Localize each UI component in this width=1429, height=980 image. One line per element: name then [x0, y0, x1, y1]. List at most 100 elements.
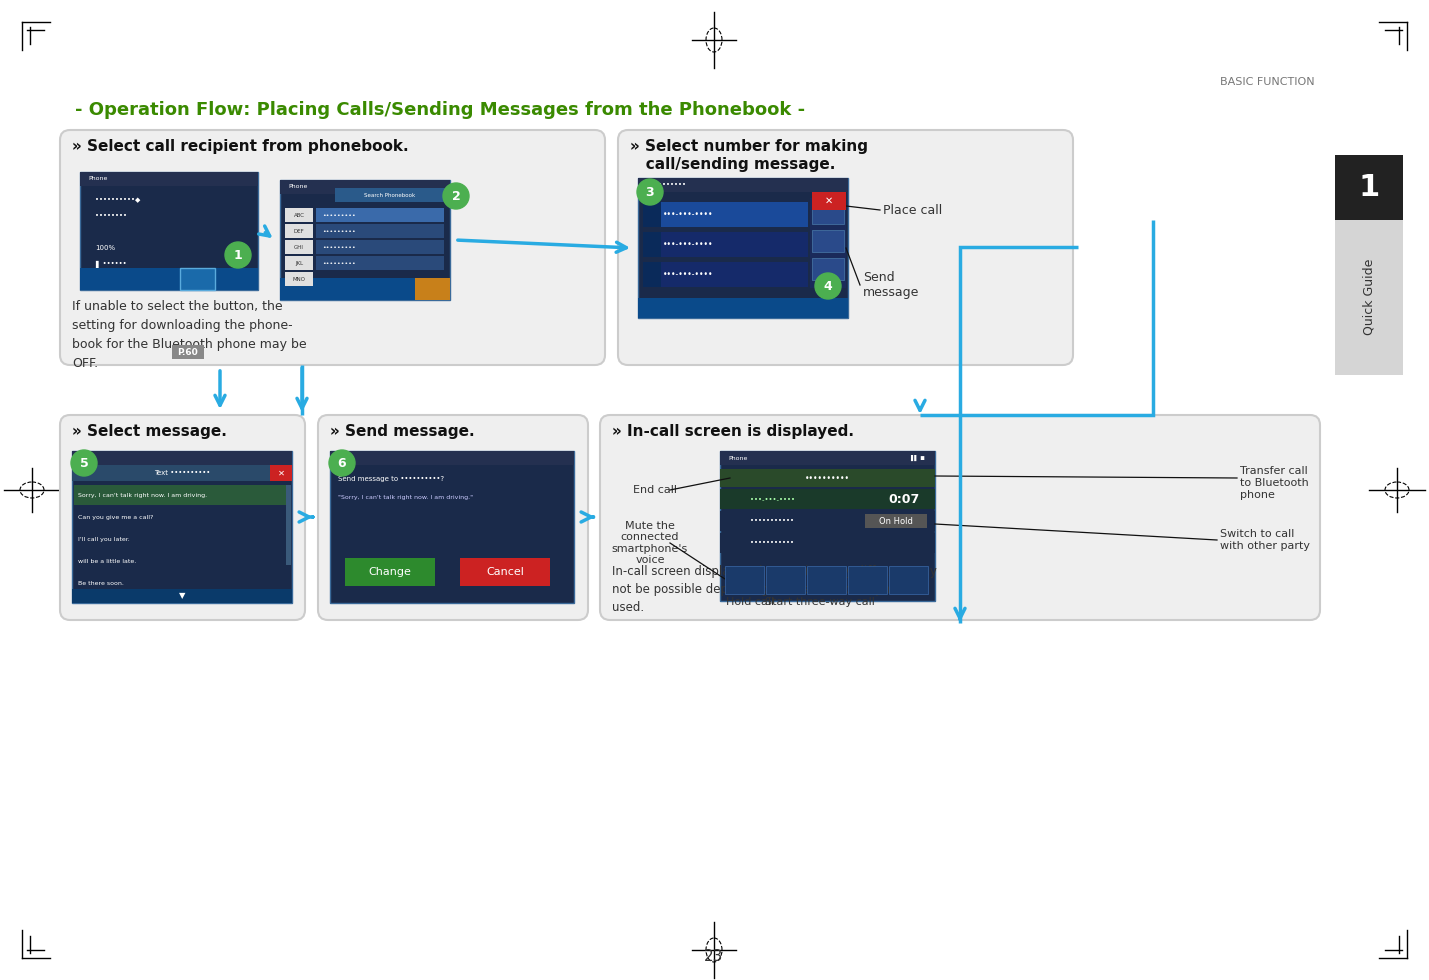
Bar: [847, 566, 887, 594]
Bar: [720, 489, 935, 509]
Bar: [414, 278, 450, 300]
Text: ✕: ✕: [277, 468, 284, 477]
FancyBboxPatch shape: [60, 415, 304, 620]
Text: Mute the
connected
smartphone's
voice: Mute the connected smartphone's voice: [612, 520, 689, 565]
Text: Phone: Phone: [289, 184, 307, 189]
Bar: [74, 551, 290, 571]
Circle shape: [443, 183, 469, 209]
Text: On Hold: On Hold: [879, 516, 913, 525]
Text: •••••••••: •••••••••: [322, 261, 356, 266]
Bar: [330, 451, 574, 465]
Bar: [284, 208, 313, 222]
Bar: [316, 256, 444, 270]
Bar: [74, 573, 290, 593]
Circle shape: [329, 450, 354, 476]
Bar: [720, 451, 935, 465]
Bar: [74, 485, 290, 505]
Bar: [284, 240, 313, 254]
FancyBboxPatch shape: [617, 130, 1073, 365]
Bar: [80, 172, 259, 186]
Text: ✕: ✕: [825, 196, 833, 206]
Bar: [74, 507, 290, 527]
Bar: [316, 224, 444, 238]
Bar: [766, 566, 805, 594]
Circle shape: [815, 273, 842, 299]
Bar: [725, 566, 765, 594]
Text: JKL: JKL: [294, 261, 303, 266]
FancyBboxPatch shape: [319, 415, 587, 620]
Bar: [460, 558, 550, 586]
Bar: [284, 272, 313, 286]
Bar: [286, 485, 292, 565]
Bar: [171, 345, 204, 359]
Bar: [334, 188, 444, 202]
Text: In-call screen display and operation may differ, or may
not be possible dependin: In-call screen display and operation may…: [612, 565, 937, 614]
Bar: [80, 268, 259, 290]
Text: If unable to select the button, the
setting for downloading the phone-
book for : If unable to select the button, the sett…: [71, 300, 307, 370]
Text: 1: 1: [1359, 172, 1379, 202]
Text: P.60: P.60: [177, 348, 199, 357]
Bar: [643, 232, 662, 257]
Bar: [637, 178, 847, 192]
Text: ••••••••••: ••••••••••: [805, 473, 849, 482]
Bar: [889, 566, 927, 594]
Bar: [71, 465, 292, 481]
Text: 2: 2: [452, 189, 460, 203]
Bar: [284, 256, 313, 270]
Bar: [812, 230, 845, 252]
Text: ••••••••: ••••••••: [94, 213, 127, 219]
Text: Start three-way call: Start three-way call: [765, 597, 875, 607]
Bar: [270, 465, 292, 481]
Text: ••••••••••◆: ••••••••••◆: [94, 197, 140, 203]
Circle shape: [637, 179, 663, 205]
Text: will be a little late.: will be a little late.: [79, 559, 136, 563]
Text: » In-call screen is displayed.: » In-call screen is displayed.: [612, 423, 855, 438]
Text: •••-•••-••••: •••-•••-••••: [663, 210, 713, 219]
Bar: [71, 451, 292, 465]
Bar: [807, 566, 846, 594]
Text: "Sorry, I can't talk right now. I am driving.": "Sorry, I can't talk right now. I am dri…: [339, 495, 473, 500]
Bar: [280, 278, 450, 300]
Text: •••••••••: •••••••••: [322, 244, 356, 250]
Bar: [280, 180, 450, 300]
Text: •••-•••-••••: •••-•••-••••: [663, 239, 713, 249]
Bar: [812, 258, 845, 280]
Text: •••••••••••: •••••••••••: [750, 540, 795, 546]
Text: Phone: Phone: [727, 456, 747, 461]
Text: Send
message: Send message: [863, 271, 919, 299]
Text: I'll call you later.: I'll call you later.: [79, 536, 130, 542]
Text: Text ••••••••••: Text ••••••••••: [154, 470, 210, 476]
Bar: [71, 589, 292, 603]
Bar: [284, 224, 313, 238]
Bar: [720, 451, 935, 601]
Text: 6: 6: [337, 457, 346, 469]
Bar: [344, 558, 434, 586]
Text: ▌ ••••••: ▌ ••••••: [94, 261, 127, 268]
Text: •••-•••-••••: •••-•••-••••: [750, 496, 795, 502]
Bar: [720, 469, 935, 487]
Text: » Select message.: » Select message.: [71, 423, 227, 438]
Text: » Select call recipient from phonebook.: » Select call recipient from phonebook.: [71, 138, 409, 154]
FancyBboxPatch shape: [600, 415, 1320, 620]
Text: - Operation Flow: Placing Calls/Sending Messages from the Phonebook -: - Operation Flow: Placing Calls/Sending …: [74, 101, 805, 119]
Bar: [1335, 155, 1403, 375]
Bar: [810, 198, 846, 288]
Text: ▌▌ ◼: ▌▌ ◼: [910, 455, 925, 461]
Text: 23: 23: [704, 949, 723, 963]
Bar: [74, 529, 290, 549]
Bar: [720, 511, 935, 531]
Bar: [643, 202, 662, 227]
Bar: [637, 298, 847, 318]
Text: 1: 1: [233, 249, 243, 262]
Bar: [812, 202, 845, 224]
Text: » Select number for making: » Select number for making: [630, 138, 867, 154]
Text: Transfer call
to Bluetooth
phone: Transfer call to Bluetooth phone: [1240, 466, 1309, 500]
Text: Switch to call
with other party: Switch to call with other party: [1220, 529, 1310, 551]
Text: BASIC FUNCTION: BASIC FUNCTION: [1220, 77, 1315, 87]
Text: ▼: ▼: [179, 592, 186, 601]
Bar: [330, 451, 574, 603]
Text: Sorry, I can't talk right now. I am driving.: Sorry, I can't talk right now. I am driv…: [79, 493, 207, 498]
Text: •••••••••: •••••••••: [322, 228, 356, 233]
Text: ••••••••••: ••••••••••: [646, 182, 686, 188]
Text: •••-•••-••••: •••-•••-••••: [663, 270, 713, 278]
